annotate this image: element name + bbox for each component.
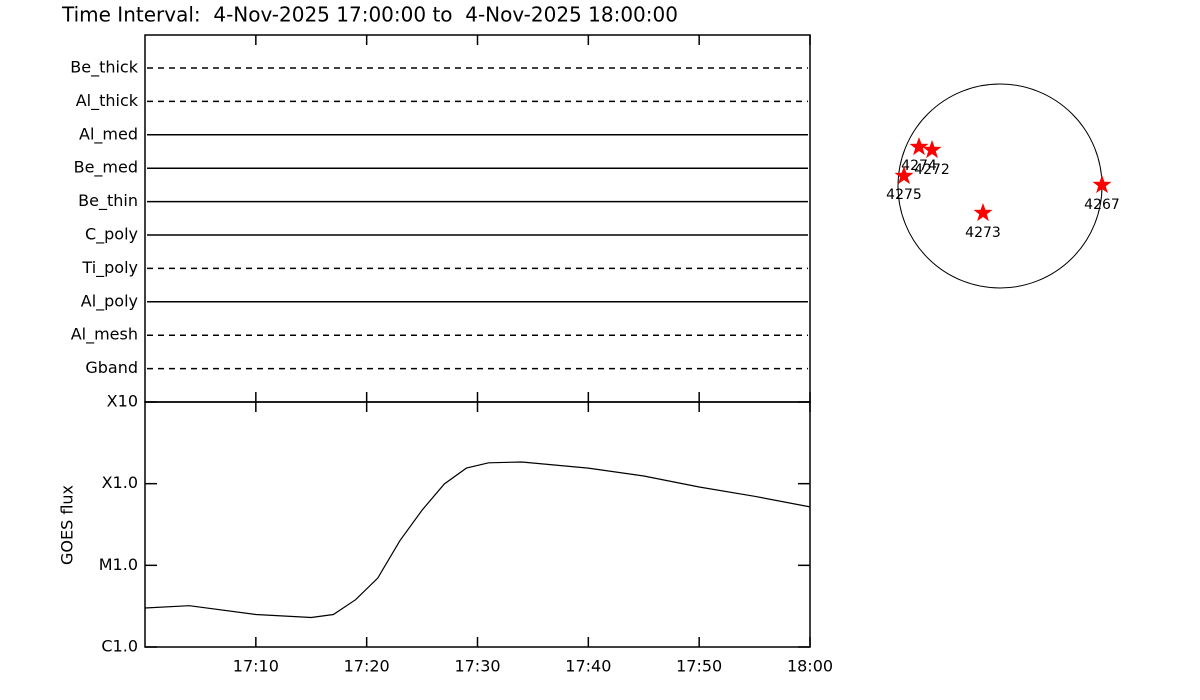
title: Time Interval: 4-Nov-2025 17:00:00 to 4-… xyxy=(61,3,678,27)
y-tick-label: C1.0 xyxy=(101,637,138,656)
region-label: 4274 xyxy=(901,158,937,174)
region-marker xyxy=(894,166,914,185)
region-label: 4267 xyxy=(1084,197,1120,213)
region-marker xyxy=(973,203,993,222)
filter-label: Al_poly xyxy=(81,291,138,311)
filter-label: Gband xyxy=(85,358,138,377)
x-tick-label: 17:50 xyxy=(676,657,722,676)
region-marker xyxy=(1092,175,1112,194)
region-marker xyxy=(922,140,942,159)
filter-label: Be_med xyxy=(74,158,138,178)
y-axis-label: GOES flux xyxy=(58,485,77,565)
x-tick-label: 17:20 xyxy=(344,657,390,676)
region-marker xyxy=(909,137,929,156)
y-tick-label: X10 xyxy=(107,392,138,411)
y-tick-label: X1.0 xyxy=(102,473,138,492)
filter-label: Al_med xyxy=(79,124,138,144)
x-tick-label: 17:40 xyxy=(565,657,611,676)
region-label: 4273 xyxy=(965,225,1001,241)
filter-label: Al_thick xyxy=(76,91,139,111)
goes-curve xyxy=(144,461,811,619)
x-tick-label: 18:00 xyxy=(787,657,833,676)
filter-label: Be_thin xyxy=(78,191,138,211)
region-label: 4272 xyxy=(914,162,950,178)
filter-label: Al_mesh xyxy=(71,325,138,345)
filter-label: C_poly xyxy=(85,225,138,245)
y-tick-label: M1.0 xyxy=(99,555,138,574)
region-label: 4275 xyxy=(886,187,922,203)
x-tick-label: 17:10 xyxy=(233,657,279,676)
filter-label: Ti_poly xyxy=(81,258,138,278)
x-tick-label: 17:30 xyxy=(454,657,500,676)
filter-label: Be_thick xyxy=(70,58,138,78)
